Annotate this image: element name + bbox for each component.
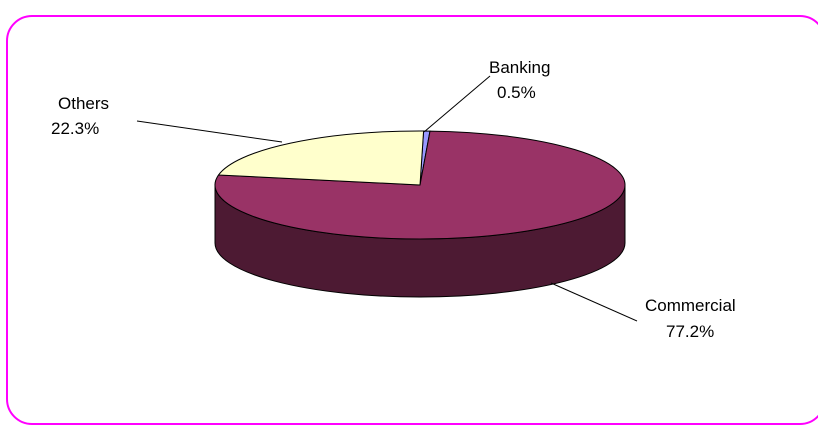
pie-chart: Banking 0.5% Others 22.3% Commercial 77.… xyxy=(51,58,736,341)
label-others-value: 22.3% xyxy=(51,119,99,138)
leader-line-banking xyxy=(423,75,491,133)
pie-slice-others xyxy=(217,130,425,186)
leader-line-commercial xyxy=(550,282,638,322)
label-commercial-name: Commercial xyxy=(645,296,736,315)
leader-line-others xyxy=(136,120,283,143)
pie-top-layer xyxy=(214,130,626,240)
label-banking-name: Banking xyxy=(489,58,550,77)
label-others-name: Others xyxy=(58,94,109,113)
label-banking-value: 0.5% xyxy=(497,83,536,102)
label-commercial-value: 77.2% xyxy=(666,322,714,341)
